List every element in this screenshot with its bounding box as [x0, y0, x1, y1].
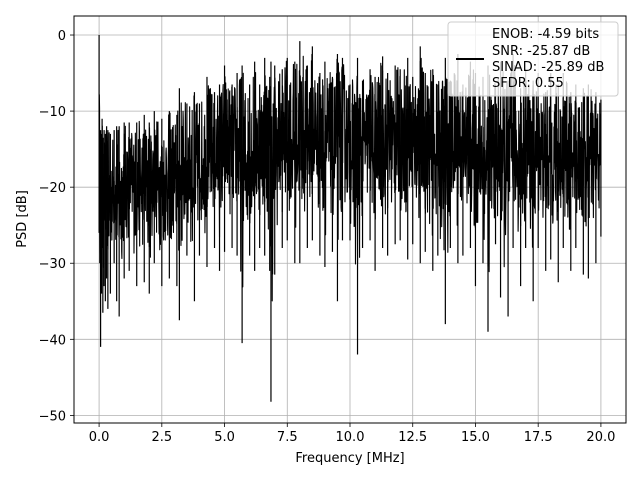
x-tick-label: 2.5: [151, 430, 172, 445]
y-tick-label: −30: [39, 257, 66, 272]
legend-line-snr: SNR: -25.87 dB: [492, 44, 590, 59]
series-group: [98, 35, 602, 402]
y-tick-label: 0: [58, 29, 66, 44]
legend: ENOB: -4.59 bits SNR: -25.87 dB SINAD: -…: [447, 21, 619, 97]
x-tick-label: 20.0: [586, 430, 615, 445]
x-tick-label: 7.5: [277, 430, 298, 445]
legend-line-sfdr: SFDR: 0.55: [492, 76, 564, 91]
x-axis-ticks: 0.0 2.5 5.0 7.5 10.0 12.5 15.0 17.5 20.0: [89, 423, 615, 445]
legend-box: [447, 21, 619, 97]
plot-area: [98, 35, 602, 402]
legend-line-enob: ENOB: -4.59 bits: [492, 27, 599, 42]
x-tick-label: 12.5: [398, 430, 427, 445]
x-tick-label: 10.0: [336, 430, 365, 445]
x-tick-label: 17.5: [524, 430, 553, 445]
x-tick-label: 5.0: [214, 430, 235, 445]
x-axis-title: Frequency [MHz]: [295, 451, 404, 466]
y-tick-label: −20: [39, 181, 66, 196]
y-tick-label: −50: [39, 409, 66, 424]
y-axis-ticks: 0 −10 −20 −30 −40 −50: [39, 29, 74, 424]
y-tick-label: −40: [39, 333, 66, 348]
x-tick-label: 15.0: [461, 430, 490, 445]
y-tick-label: −10: [39, 105, 66, 120]
y-axis-title: PSD [dB]: [15, 190, 30, 248]
x-tick-label: 0.0: [89, 430, 110, 445]
legend-line-sinad: SINAD: -25.89 dB: [492, 60, 604, 75]
